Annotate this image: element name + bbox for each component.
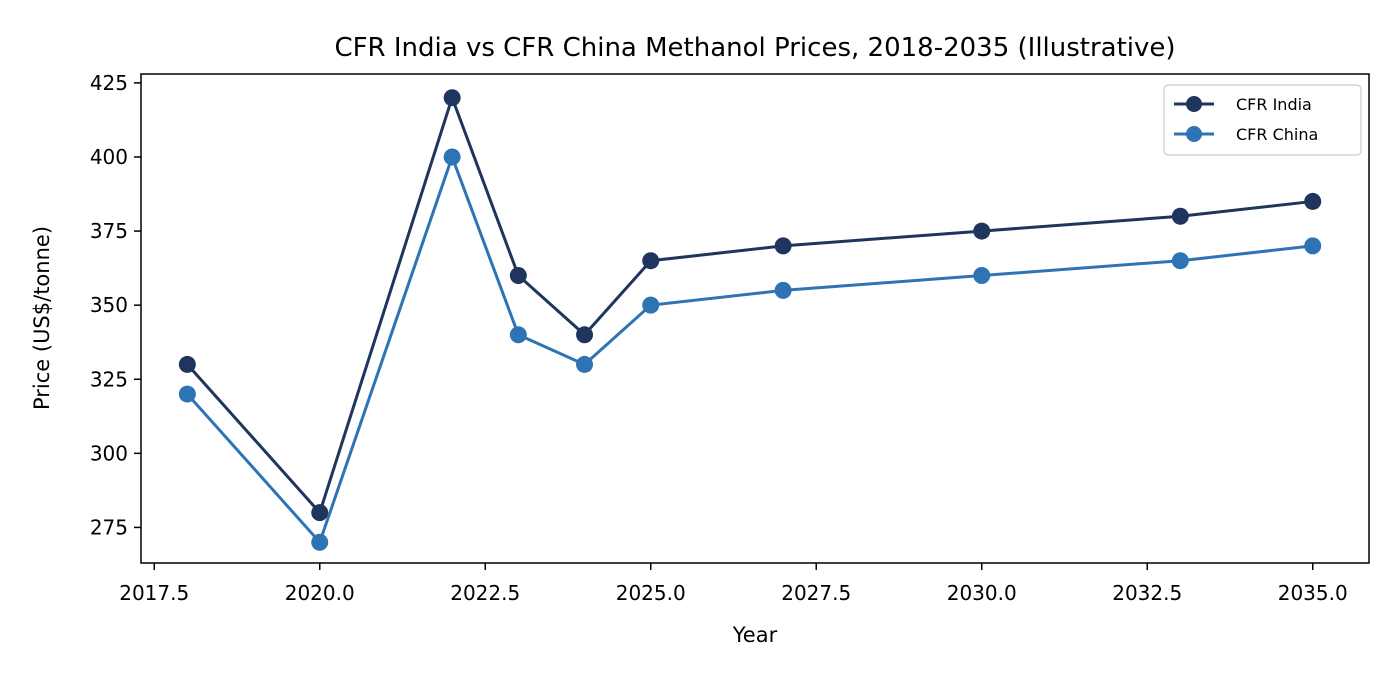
data-point <box>443 89 461 107</box>
data-point <box>178 355 196 373</box>
data-point <box>178 385 196 403</box>
data-point <box>1304 237 1322 255</box>
data-point <box>311 533 329 551</box>
data-point <box>1304 192 1322 210</box>
x-tick-label: 2022.5 <box>450 581 520 605</box>
x-axis: 2017.5 2020.0 2022.5 2025.0 2027.5 2030.0 2032… <box>119 563 1348 605</box>
series-cfr-china <box>178 148 1322 551</box>
y-tick-label: 400 <box>90 145 128 169</box>
data-point <box>443 148 461 166</box>
x-tick-label: 2035.0 <box>1278 581 1348 605</box>
chart-title: CFR India vs CFR China Methanol Prices, … <box>334 33 1175 63</box>
data-point <box>311 504 329 522</box>
y-tick-label: 350 <box>90 293 128 317</box>
data-point <box>973 222 991 240</box>
data-point <box>509 326 527 344</box>
x-axis-label: Year <box>732 623 778 647</box>
x-tick-label: 2025.0 <box>616 581 686 605</box>
plot-area <box>178 89 1322 551</box>
y-tick-label: 425 <box>90 71 128 95</box>
data-point <box>1171 252 1189 270</box>
data-point <box>576 355 594 373</box>
data-point <box>774 237 792 255</box>
legend-label: CFR China <box>1236 125 1318 144</box>
x-tick-label: 2032.5 <box>1112 581 1182 605</box>
data-point <box>509 267 527 285</box>
x-tick-label: 2030.0 <box>947 581 1017 605</box>
plot-frame <box>140 73 1370 564</box>
data-point <box>1171 207 1189 225</box>
y-tick-label: 275 <box>90 515 128 539</box>
legend: CFR India CFR China <box>1163 84 1362 156</box>
series-cfr-india <box>178 89 1322 522</box>
y-tick-label: 325 <box>90 367 128 391</box>
series-line <box>186 152 1313 546</box>
data-point <box>774 281 792 299</box>
legend-marker <box>1186 126 1202 142</box>
data-point <box>642 252 660 270</box>
y-axis-label: Price (US$/tonne) <box>30 226 54 410</box>
data-point <box>642 296 660 314</box>
data-point <box>973 267 991 285</box>
y-tick-label: 300 <box>90 441 128 465</box>
series-line <box>186 93 1313 516</box>
legend-marker <box>1186 96 1202 112</box>
y-tick-label: 375 <box>90 219 128 243</box>
y-axis: 275 300 325 350 375 400 425 <box>90 71 141 539</box>
x-tick-label: 2027.5 <box>781 581 851 605</box>
data-point <box>576 326 594 344</box>
legend-label: CFR India <box>1236 95 1312 114</box>
x-tick-label: 2020.0 <box>285 581 355 605</box>
x-tick-label: 2017.5 <box>119 581 189 605</box>
